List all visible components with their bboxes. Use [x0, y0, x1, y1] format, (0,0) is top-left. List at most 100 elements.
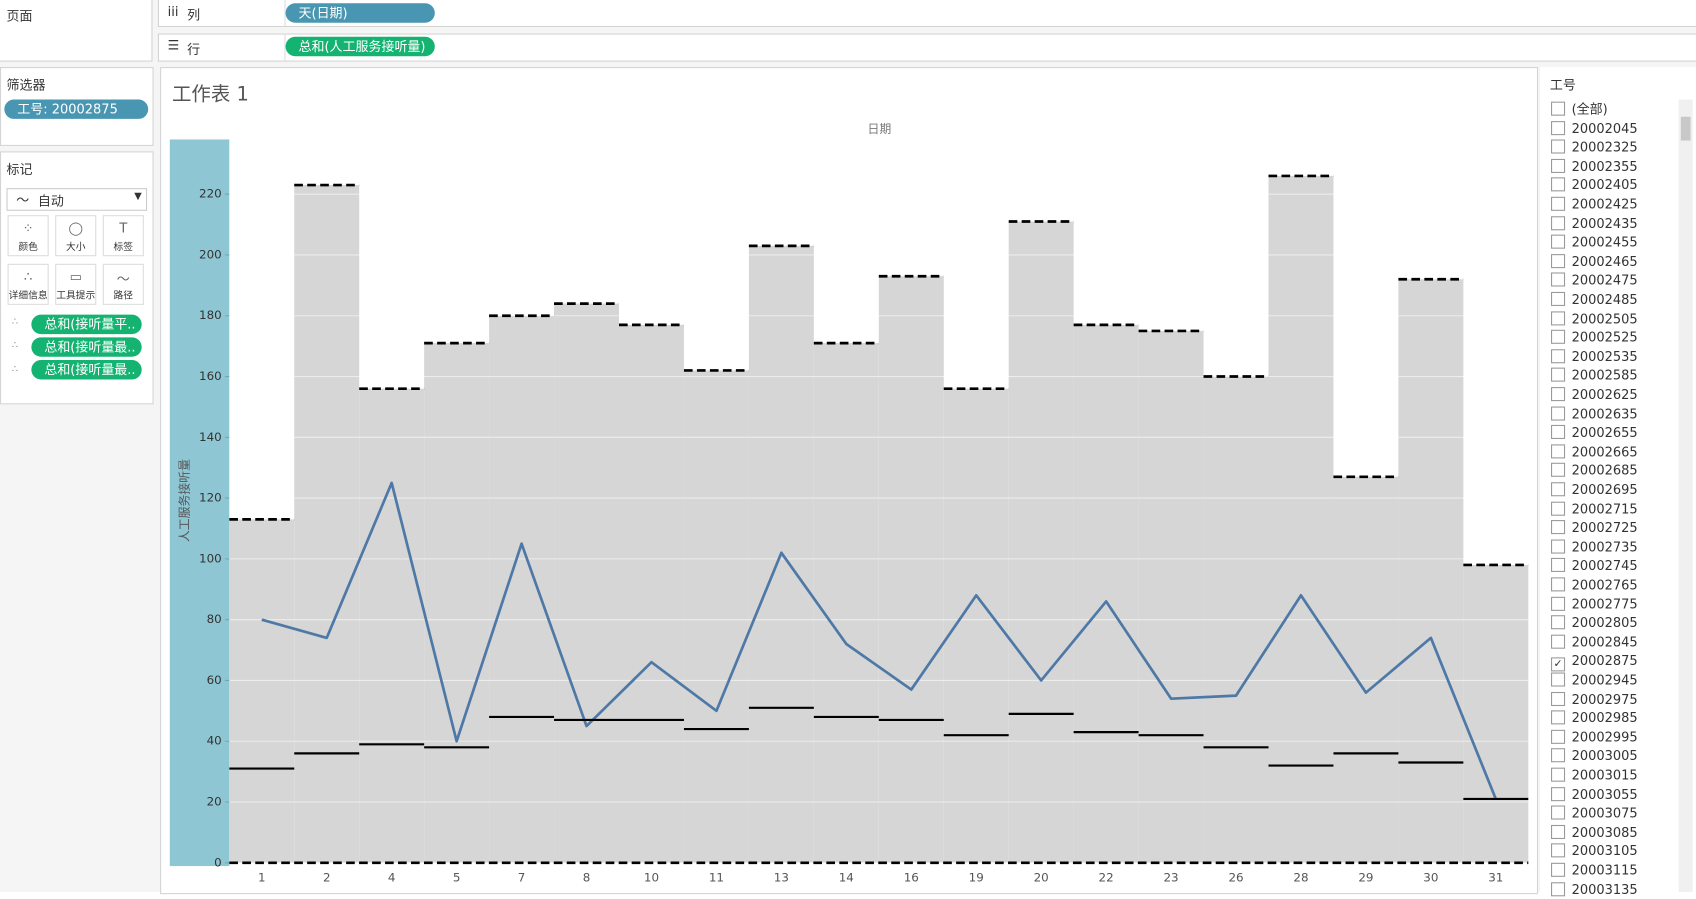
checkbox[interactable] [1551, 786, 1566, 801]
checkbox[interactable] [1551, 158, 1566, 173]
filter-item[interactable]: 20002735 [1551, 538, 1638, 556]
filter-item[interactable]: 20002455 [1551, 234, 1638, 252]
filter-item[interactable]: 20002425 [1551, 196, 1638, 214]
filter-item[interactable]: 20002045 [1551, 120, 1638, 138]
filter-item[interactable]: 20002475 [1551, 272, 1638, 290]
mark-pill[interactable]: 总和(接听量最.. [31, 337, 142, 357]
checkbox[interactable] [1551, 539, 1566, 554]
filter-item[interactable]: 20002845 [1551, 633, 1638, 651]
checkbox[interactable] [1551, 120, 1566, 135]
checkbox[interactable] [1551, 501, 1566, 516]
checkbox[interactable] [1551, 139, 1566, 154]
filter-item[interactable]: 20002725 [1551, 519, 1638, 537]
filter-item[interactable]: 20002695 [1551, 481, 1638, 499]
filter-item[interactable]: ✓ 20002875 [1551, 652, 1638, 672]
checkbox[interactable] [1551, 310, 1566, 326]
mark-button[interactable]: ▭ 工具提示 [55, 263, 97, 305]
checkbox[interactable] [1551, 710, 1566, 725]
scroll-thumb[interactable] [1680, 116, 1691, 141]
checkbox[interactable] [1551, 805, 1566, 820]
checkbox[interactable] [1551, 291, 1566, 306]
scrollbar[interactable] [1678, 99, 1693, 892]
filter-item[interactable]: 20002465 [1551, 253, 1638, 271]
filter-item[interactable]: 20002765 [1551, 576, 1638, 594]
checkbox[interactable] [1551, 387, 1566, 402]
filter-item[interactable]: 20002665 [1551, 443, 1638, 461]
filter-item[interactable]: 20003115 [1551, 862, 1638, 880]
checkbox[interactable] [1551, 215, 1566, 230]
checkbox[interactable] [1551, 729, 1566, 744]
mark-button[interactable]: ⁘ 颜色 [7, 215, 49, 257]
checkbox[interactable] [1551, 444, 1566, 459]
checkbox[interactable] [1551, 881, 1566, 896]
checkbox[interactable] [1551, 101, 1566, 116]
checkbox[interactable] [1551, 862, 1566, 877]
filter-item[interactable]: 20002745 [1551, 557, 1638, 575]
filter-item[interactable]: 20002995 [1551, 729, 1638, 747]
checkbox[interactable] [1551, 748, 1566, 763]
filter-pill[interactable]: 工号: 20002875 [4, 99, 149, 119]
filter-item[interactable]: 20002585 [1551, 367, 1638, 385]
checkbox[interactable] [1551, 234, 1566, 249]
mark-button[interactable]: ∴ 详细信息 [7, 263, 49, 305]
checkbox[interactable] [1551, 425, 1566, 440]
filter-item[interactable]: 20002945 [1551, 671, 1638, 689]
checkbox[interactable] [1551, 691, 1566, 706]
checkbox[interactable] [1551, 177, 1566, 192]
filter-item[interactable]: 20003005 [1551, 748, 1638, 766]
filter-item[interactable]: 20002535 [1551, 348, 1638, 366]
filter-item[interactable]: 20002975 [1551, 690, 1638, 708]
button-icon: ⁘ [22, 220, 34, 236]
checkbox[interactable] [1551, 767, 1566, 782]
filter-item[interactable]: 20002325 [1551, 139, 1638, 157]
filter-item[interactable]: 20002715 [1551, 500, 1638, 518]
mark-button[interactable]: T 标签 [102, 215, 144, 257]
checkbox[interactable] [1551, 329, 1566, 345]
mark-pill[interactable]: 总和(接听量最.. [31, 360, 142, 380]
mark-pill[interactable]: 总和(接听量平.. [31, 314, 142, 335]
filter-item[interactable]: 20002685 [1551, 462, 1638, 480]
filter-item[interactable]: 20002655 [1551, 424, 1638, 442]
filter-item[interactable]: 20003075 [1551, 805, 1638, 823]
filter-item[interactable]: 20002525 [1551, 329, 1638, 347]
checkbox[interactable] [1551, 672, 1566, 687]
row-pill[interactable]: 总和(人工服务接听量) [285, 36, 435, 57]
mark-button[interactable]: ◯ 大小 [55, 215, 97, 257]
checkbox[interactable] [1551, 349, 1566, 364]
filter-item[interactable]: 20003135 [1551, 881, 1638, 899]
filter-item[interactable]: 20002505 [1551, 310, 1638, 328]
column-pill[interactable]: 天(日期) [285, 3, 435, 23]
checkbox[interactable] [1551, 843, 1566, 858]
mark-type-dropdown[interactable]: 〜 自动 ▼ [6, 188, 148, 211]
filter-item[interactable]: 20002435 [1551, 215, 1638, 233]
checkbox[interactable] [1551, 368, 1566, 383]
checkbox[interactable] [1551, 520, 1566, 535]
filter-item[interactable]: 20002775 [1551, 595, 1638, 613]
filter-item[interactable]: 20003015 [1551, 767, 1638, 785]
checkbox[interactable] [1551, 596, 1566, 611]
filter-item[interactable]: 20003055 [1551, 786, 1638, 804]
checkbox[interactable] [1551, 482, 1566, 497]
checkbox[interactable]: ✓ [1551, 657, 1566, 672]
filter-item[interactable]: 20002985 [1551, 709, 1638, 727]
mark-button[interactable]: 〜路径 [102, 263, 144, 305]
filter-item[interactable]: (全部) [1551, 101, 1608, 119]
checkbox[interactable] [1551, 463, 1566, 478]
filter-item[interactable]: 20002805 [1551, 614, 1638, 632]
checkbox[interactable] [1551, 634, 1566, 649]
checkbox[interactable] [1551, 196, 1566, 211]
filter-item[interactable]: 20003105 [1551, 843, 1638, 861]
filter-item[interactable]: 20002355 [1551, 158, 1638, 176]
checkbox[interactable] [1551, 824, 1566, 839]
filter-item[interactable]: 20002485 [1551, 291, 1638, 309]
checkbox[interactable] [1551, 272, 1566, 287]
checkbox[interactable] [1551, 615, 1566, 630]
filter-item[interactable]: 20003085 [1551, 824, 1638, 842]
checkbox[interactable] [1551, 406, 1566, 421]
checkbox[interactable] [1551, 253, 1566, 268]
checkbox[interactable] [1551, 577, 1566, 592]
filter-item[interactable]: 20002625 [1551, 386, 1638, 404]
filter-item[interactable]: 20002405 [1551, 177, 1638, 195]
filter-item[interactable]: 20002635 [1551, 405, 1638, 423]
checkbox[interactable] [1551, 558, 1566, 573]
